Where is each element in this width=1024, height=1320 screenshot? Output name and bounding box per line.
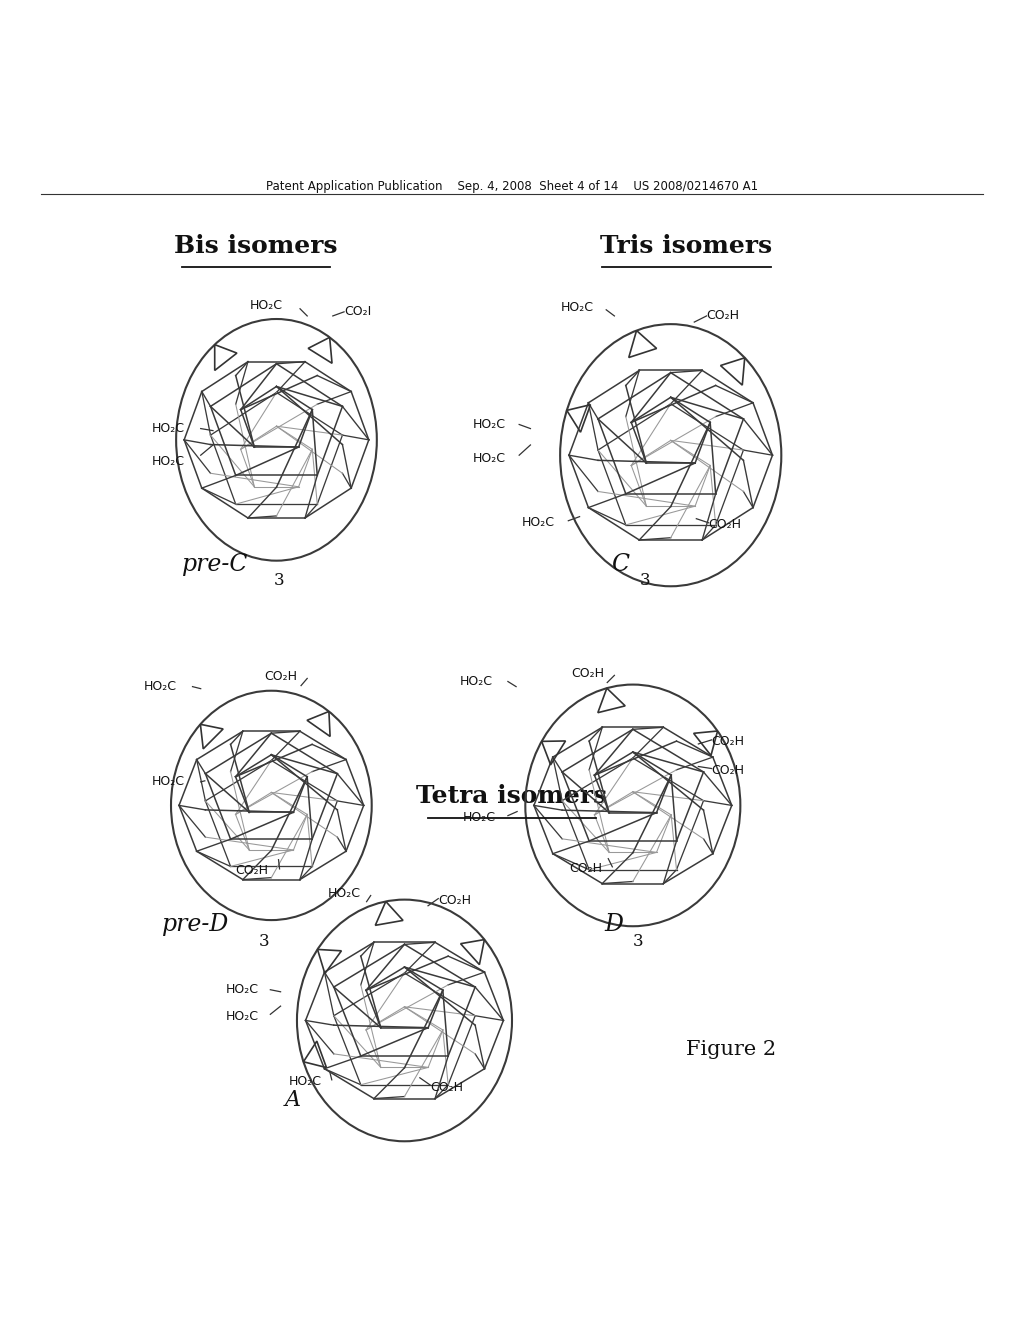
Text: HO₂C: HO₂C	[522, 516, 555, 529]
Text: C: C	[611, 553, 630, 576]
Text: HO₂C: HO₂C	[152, 422, 184, 436]
Text: CO₂H: CO₂H	[707, 309, 739, 322]
Text: HO₂C: HO₂C	[225, 983, 258, 997]
Text: HO₂C: HO₂C	[460, 675, 493, 688]
Text: Figure 2: Figure 2	[686, 1040, 776, 1060]
Text: HO₂C: HO₂C	[473, 418, 506, 430]
Text: Tris isomers: Tris isomers	[600, 234, 772, 257]
Text: A: A	[285, 1089, 301, 1110]
Text: HO₂C: HO₂C	[250, 300, 283, 313]
Text: CO₂H: CO₂H	[236, 865, 268, 878]
Text: CO₂H: CO₂H	[712, 735, 744, 748]
Text: CO₂I: CO₂I	[344, 305, 372, 318]
Text: CO₂H: CO₂H	[264, 669, 297, 682]
Text: Patent Application Publication    Sep. 4, 2008  Sheet 4 of 14    US 2008/0214670: Patent Application Publication Sep. 4, 2…	[266, 180, 758, 193]
Text: CO₂H: CO₂H	[438, 894, 471, 907]
Text: D: D	[604, 913, 624, 936]
Text: 3: 3	[633, 933, 643, 950]
Text: CO₂H: CO₂H	[709, 519, 741, 532]
Text: HO₂C: HO₂C	[225, 1010, 258, 1023]
Text: CO₂H: CO₂H	[569, 862, 602, 875]
Text: pre-D: pre-D	[162, 913, 229, 936]
Text: Bis isomers: Bis isomers	[174, 234, 338, 257]
Text: Tetra isomers: Tetra isomers	[417, 784, 607, 808]
Text: CO₂H: CO₂H	[712, 764, 744, 777]
Text: 3: 3	[259, 933, 269, 950]
Text: HO₂C: HO₂C	[463, 812, 496, 824]
Text: HO₂C: HO₂C	[152, 775, 184, 788]
Text: HO₂C: HO₂C	[289, 1076, 322, 1089]
Text: CO₂H: CO₂H	[571, 667, 604, 680]
Text: 3: 3	[640, 573, 650, 589]
Text: HO₂C: HO₂C	[152, 455, 184, 467]
Text: HO₂C: HO₂C	[561, 301, 594, 314]
Text: CO₂H: CO₂H	[430, 1081, 463, 1093]
Text: HO₂C: HO₂C	[143, 680, 176, 693]
Text: HO₂C: HO₂C	[473, 451, 506, 465]
Text: HO₂C: HO₂C	[328, 887, 360, 900]
Text: 3: 3	[273, 573, 284, 589]
Text: pre-C: pre-C	[182, 553, 249, 576]
